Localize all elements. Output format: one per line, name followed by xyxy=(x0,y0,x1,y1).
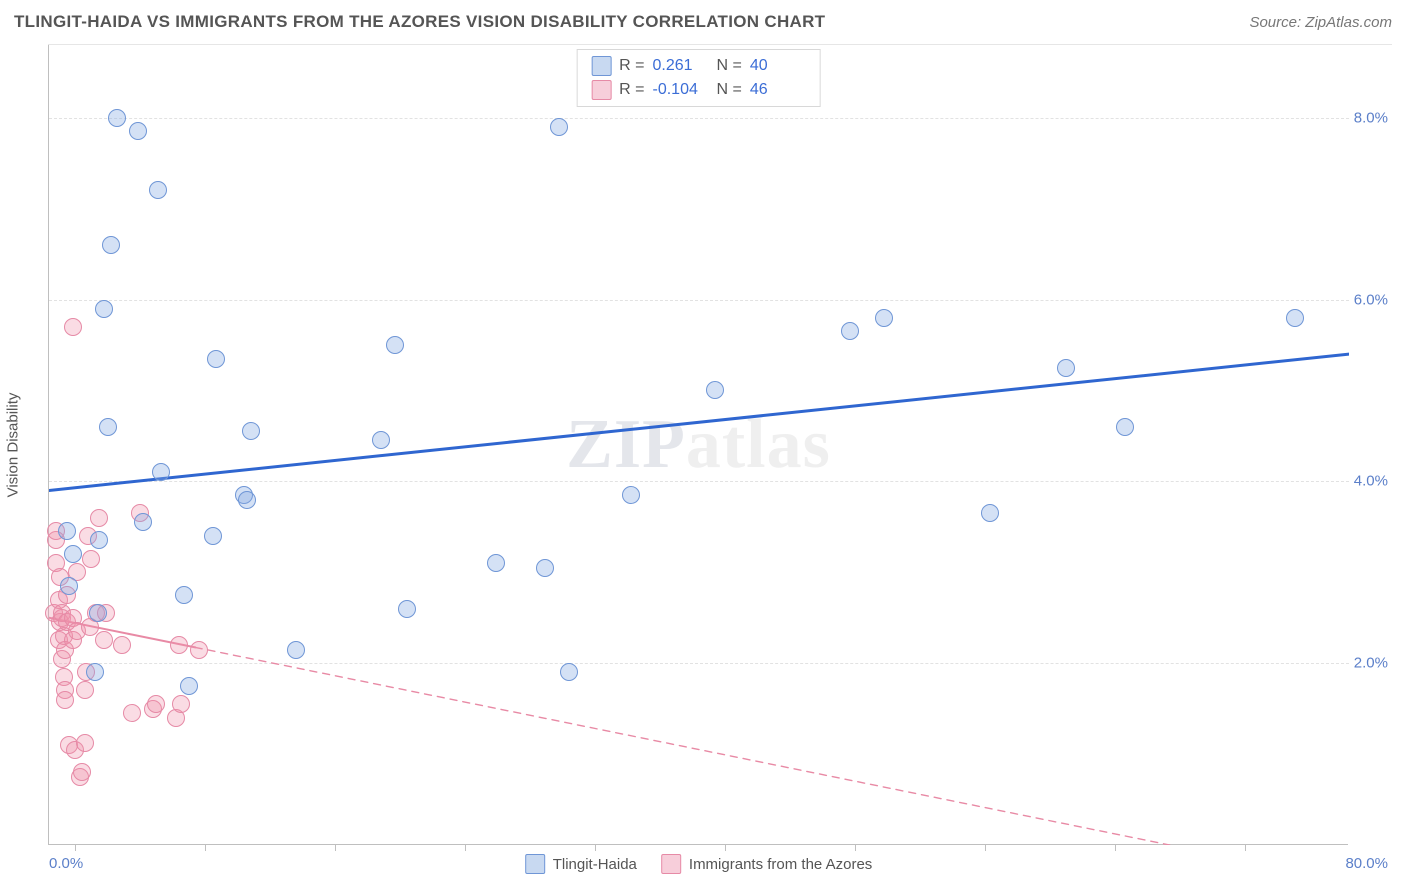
legend-row-series-a: R = 0.261 N = 40 xyxy=(591,54,806,78)
y-tick-label: 8.0% xyxy=(1348,109,1388,126)
r-value-series-b: -0.104 xyxy=(653,81,709,99)
r-label: R = xyxy=(619,81,644,99)
swatch-series-a-icon xyxy=(525,854,545,874)
x-tick xyxy=(1115,844,1116,851)
x-tick xyxy=(75,844,76,851)
scatter-point xyxy=(76,681,94,699)
scatter-point xyxy=(73,763,91,781)
scatter-point xyxy=(386,336,404,354)
x-axis-end-label: 80.0% xyxy=(1345,855,1388,872)
scatter-point xyxy=(841,322,859,340)
n-value-series-b: 46 xyxy=(750,81,806,99)
trendline-series-b-dashed xyxy=(195,647,1169,845)
r-value-series-a: 0.261 xyxy=(653,57,709,75)
x-tick xyxy=(1245,844,1246,851)
scatter-point xyxy=(152,463,170,481)
trendline-series-a xyxy=(49,354,1349,490)
scatter-point xyxy=(95,300,113,318)
x-tick xyxy=(725,844,726,851)
scatter-point xyxy=(372,431,390,449)
scatter-point xyxy=(90,531,108,549)
legend-item-series-b: Immigrants from the Azores xyxy=(661,854,872,874)
legend-series: Tlingit-Haida Immigrants from the Azores xyxy=(525,854,873,874)
gridline xyxy=(49,481,1349,482)
scatter-point xyxy=(86,663,104,681)
scatter-point xyxy=(76,734,94,752)
scatter-point xyxy=(95,631,113,649)
x-tick xyxy=(855,844,856,851)
scatter-point xyxy=(550,118,568,136)
scatter-point xyxy=(64,545,82,563)
chart-title: TLINGIT-HAIDA VS IMMIGRANTS FROM THE AZO… xyxy=(14,12,825,32)
scatter-point xyxy=(60,577,78,595)
scatter-point xyxy=(875,309,893,327)
legend-item-series-a: Tlingit-Haida xyxy=(525,854,637,874)
legend-correlation: R = 0.261 N = 40 R = -0.104 N = 46 xyxy=(576,49,821,107)
scatter-point xyxy=(147,695,165,713)
scatter-point xyxy=(180,677,198,695)
swatch-series-b-icon xyxy=(661,854,681,874)
scatter-point xyxy=(134,513,152,531)
scatter-point xyxy=(1116,418,1134,436)
y-tick-label: 2.0% xyxy=(1348,655,1388,672)
scatter-point xyxy=(113,636,131,654)
r-label: R = xyxy=(619,57,644,75)
scatter-point xyxy=(89,604,107,622)
swatch-series-a-icon xyxy=(591,56,611,76)
scatter-point xyxy=(108,109,126,127)
scatter-point xyxy=(175,586,193,604)
scatter-point xyxy=(190,641,208,659)
x-axis-start-label: 0.0% xyxy=(49,855,83,872)
watermark: ZIPatlas xyxy=(566,405,831,485)
scatter-point xyxy=(99,418,117,436)
scatter-point xyxy=(129,122,147,140)
scatter-point xyxy=(238,491,256,509)
scatter-point xyxy=(64,318,82,336)
trendlines-svg xyxy=(49,45,1349,845)
y-tick-label: 4.0% xyxy=(1348,473,1388,490)
legend-label-series-b: Immigrants from the Azores xyxy=(689,856,872,873)
scatter-point xyxy=(102,236,120,254)
scatter-point xyxy=(207,350,225,368)
scatter-point xyxy=(204,527,222,545)
scatter-point xyxy=(90,509,108,527)
y-tick-label: 6.0% xyxy=(1348,291,1388,308)
scatter-point xyxy=(56,691,74,709)
scatter-point xyxy=(487,554,505,572)
scatter-point xyxy=(242,422,260,440)
scatter-point xyxy=(1286,309,1304,327)
scatter-point xyxy=(123,704,141,722)
n-value-series-a: 40 xyxy=(750,57,806,75)
scatter-point xyxy=(981,504,999,522)
scatter-point xyxy=(1057,359,1075,377)
scatter-point xyxy=(560,663,578,681)
n-label: N = xyxy=(717,57,742,75)
n-label: N = xyxy=(717,81,742,99)
scatter-point xyxy=(172,695,190,713)
y-axis-title: Vision Disability xyxy=(5,392,22,497)
chart-source: Source: ZipAtlas.com xyxy=(1249,14,1392,31)
scatter-point xyxy=(536,559,554,577)
scatter-point xyxy=(706,381,724,399)
scatter-point xyxy=(170,636,188,654)
x-tick xyxy=(985,844,986,851)
gridline xyxy=(49,300,1349,301)
gridline xyxy=(49,118,1349,119)
legend-row-series-b: R = -0.104 N = 46 xyxy=(591,78,806,102)
scatter-point xyxy=(398,600,416,618)
x-tick xyxy=(595,844,596,851)
scatter-point xyxy=(622,486,640,504)
x-tick xyxy=(465,844,466,851)
swatch-series-b-icon xyxy=(591,80,611,100)
gridline xyxy=(49,663,1349,664)
plot-outer: ZIPatlas 2.0%4.0%6.0%8.0% Vision Disabil… xyxy=(48,44,1392,844)
scatter-point xyxy=(149,181,167,199)
x-tick xyxy=(335,844,336,851)
x-tick xyxy=(205,844,206,851)
legend-label-series-a: Tlingit-Haida xyxy=(553,856,637,873)
scatter-point xyxy=(82,550,100,568)
scatter-point xyxy=(287,641,305,659)
scatter-point xyxy=(58,522,76,540)
plot-area: ZIPatlas 2.0%4.0%6.0%8.0% Vision Disabil… xyxy=(48,45,1348,845)
